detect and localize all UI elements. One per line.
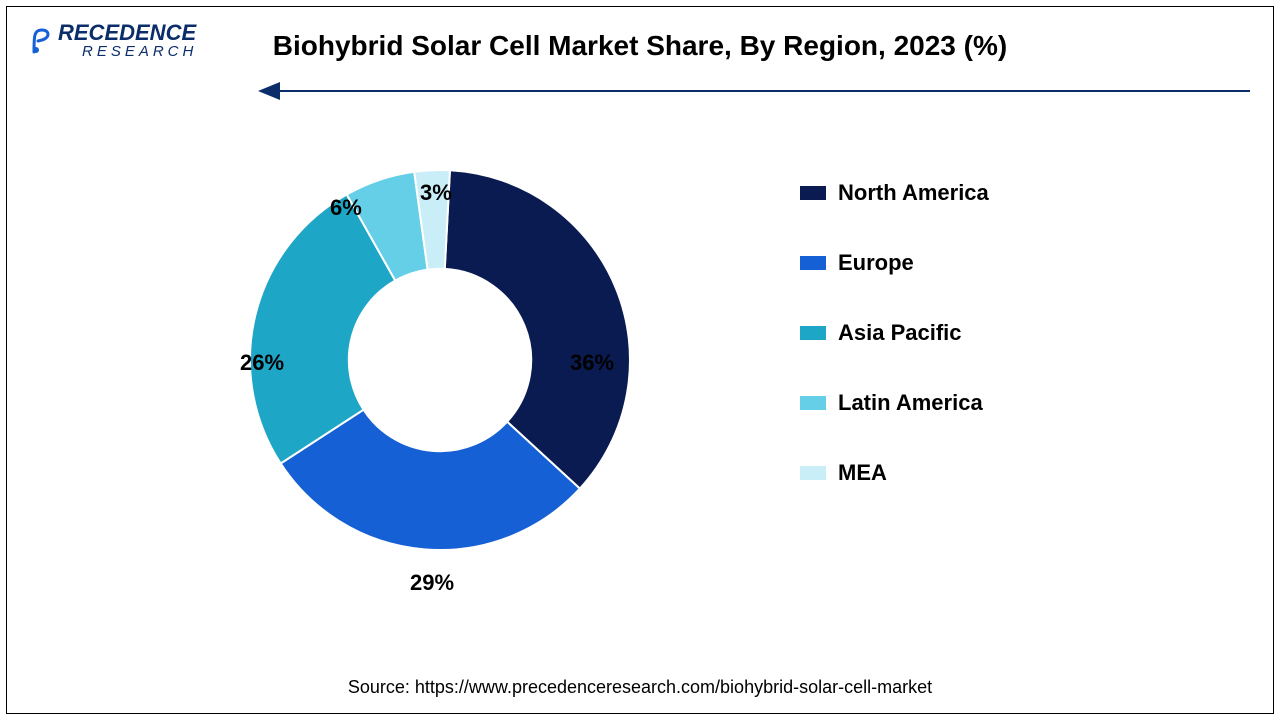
- legend-label: MEA: [838, 460, 887, 486]
- slice-pct-asia-pacific: 26%: [240, 350, 284, 376]
- legend-swatch-icon: [800, 396, 826, 410]
- slice-pct-europe: 29%: [410, 570, 454, 596]
- legend-swatch-icon: [800, 466, 826, 480]
- legend-label: Europe: [838, 250, 914, 276]
- title-underline: [275, 90, 1250, 92]
- legend-label: Latin America: [838, 390, 983, 416]
- slice-pct-north-america: 36%: [570, 350, 614, 376]
- arrow-left-icon: [258, 80, 284, 102]
- legend-item-latin-america: Latin America: [800, 390, 989, 416]
- legend-item-north-america: North America: [800, 180, 989, 206]
- legend-swatch-icon: [800, 326, 826, 340]
- legend-label: Asia Pacific: [838, 320, 962, 346]
- donut-hole: [350, 270, 530, 450]
- donut-chart: 36% 29% 26% 6% 3%: [200, 140, 680, 620]
- legend-item-mea: MEA: [800, 460, 989, 486]
- legend: North America Europe Asia Pacific Latin Ame…: [800, 180, 989, 486]
- slice-pct-mea: 3%: [420, 180, 452, 206]
- legend-label: North America: [838, 180, 989, 206]
- legend-item-europe: Europe: [800, 250, 989, 276]
- slice-pct-latin-america: 6%: [330, 195, 362, 221]
- legend-item-asia-pacific: Asia Pacific: [800, 320, 989, 346]
- legend-swatch-icon: [800, 186, 826, 200]
- source-citation: Source: https://www.precedenceresearch.c…: [0, 677, 1280, 698]
- legend-swatch-icon: [800, 256, 826, 270]
- chart-title: Biohybrid Solar Cell Market Share, By Re…: [0, 30, 1280, 62]
